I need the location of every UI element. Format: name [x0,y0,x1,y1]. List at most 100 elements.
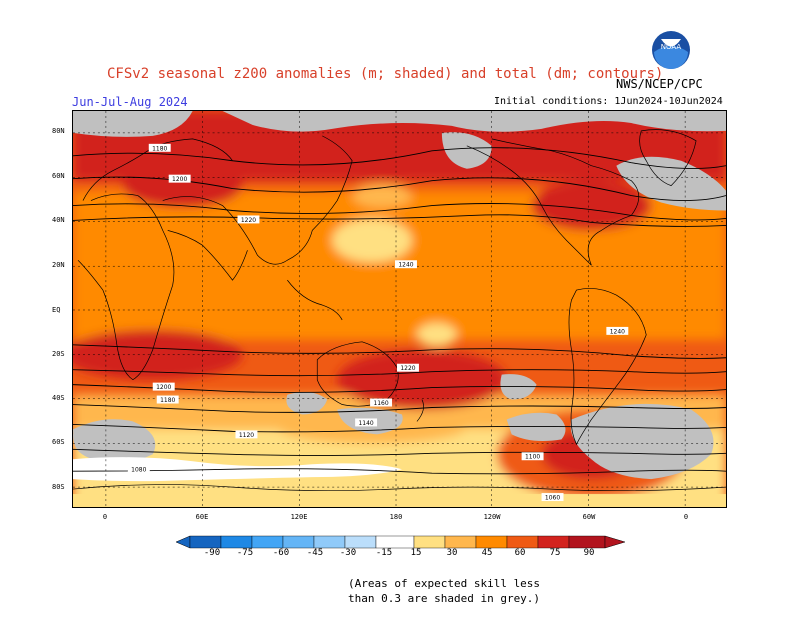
legend-box [251,535,284,549]
lat-label-40s: 40S [52,394,65,402]
contour-label: 1180 [160,397,175,404]
contour-label: 1120 [239,432,254,439]
shade-south-pacific-yellow [416,322,457,347]
lon-label-120w: 120W [483,513,501,521]
contour-label: 1180 [152,145,167,152]
legend-box [282,535,315,549]
legend-box [220,535,253,549]
grey-greenland [616,156,726,211]
lat-label-20s: 20S [52,350,65,358]
grey-arctic-west [73,111,193,137]
coast-south-america [568,288,647,446]
contour-north-1 [73,147,726,170]
legend-arrow-right [604,535,626,549]
lon-label-0: 0 [102,513,108,521]
legend-tick: -75 [236,548,254,558]
legend-box [413,535,446,549]
legend-box [444,535,477,549]
lat-label-60s: 60S [52,438,65,446]
footnote-line-2: than 0.3 are shaded in grey.) [348,592,541,605]
contour-south-3 [73,384,726,393]
lon-label-180: 180 [389,513,403,521]
initial-conditions-label: Initial conditions: 1Jun2024-10Jun2024 [494,96,723,107]
contour-north-4 [73,214,726,227]
contour-south-5 [73,423,726,433]
legend-tick: 75 [549,548,561,558]
low-skill-areas [73,111,726,480]
coast-greenland [639,129,697,187]
contour-label: 1160 [373,400,388,407]
contour-south-7 [73,468,726,475]
legend-tick: 90 [583,548,595,558]
anomaly-map: 1180 1200 1220 1240 1240 1220 1200 1180 … [72,110,727,508]
contour-label: 1100 [525,454,540,461]
legend-box [506,535,539,549]
legend-tick: -45 [306,548,324,558]
coastlines [73,129,726,492]
grey-s-indian [286,392,328,415]
legend-box [344,535,377,549]
legend-box [537,535,570,549]
legend-tick: -30 [339,548,357,558]
lat-label-80n: 80N [52,127,65,135]
grey-antarctic-indian [73,432,115,460]
contour-label: 1060 [545,495,560,502]
coast-new-zealand [416,399,424,422]
legend-box [375,535,415,549]
contour-labels: 1180 1200 1220 1240 1240 1220 1200 1180 … [127,143,629,502]
legend-tick: -90 [203,548,221,558]
agency-label: NWS/NCEP/CPC [616,77,703,91]
contour-north-3 [73,203,726,221]
legend-box [568,535,606,549]
legend-box [313,535,346,549]
legend-tick: -15 [375,548,393,558]
season-label: Jun-Jul-Aug 2024 [72,95,188,109]
coast-arabia-india [167,230,248,281]
legend-tick: -60 [272,548,290,558]
shade-europe-high [122,163,243,208]
footnote-line-1: (Areas of expected skill less [348,577,541,590]
coast-australia [316,341,399,407]
legend-box [475,535,508,549]
lon-label-60e: 60E [195,513,209,521]
contour-label: 1240 [610,328,625,335]
contour-label: 1200 [156,384,171,391]
contour-label: 1220 [241,217,256,224]
map-title: CFSv2 seasonal z200 anomalies (m; shaded… [107,66,664,82]
grey-antarctic-atlantic [570,403,714,480]
lat-label-20n: 20N [52,261,65,269]
coast-africa [77,193,175,381]
contour-south-4 [73,404,726,413]
color-legend [176,535,626,549]
coast-antarctica [73,484,726,492]
contour-label: 1140 [358,420,373,427]
shade-n-pacific-yellow [352,183,412,208]
shade-south-edge [73,494,726,507]
lat-label-eq: EQ [52,306,61,314]
lat-label-40n: 40N [52,216,65,224]
shade-sw-pacific-high [337,349,507,410]
contour-south-1 [73,344,726,359]
contour-label: 1220 [400,365,415,372]
legend-tick: 15 [410,548,422,558]
lon-label-120e: 120E [290,513,308,521]
contour-label: 1200 [172,176,187,183]
contour-label: 1240 [398,262,413,269]
contour-south-2 [73,369,726,377]
contour-south-6 [73,448,726,456]
height-contours [73,147,726,475]
legend-arrow-left [176,535,191,549]
shade-s-indian-high [73,329,243,380]
contour-label: 1080 [131,467,146,474]
grey-south-america-south [506,412,566,441]
lat-label-60n: 60N [52,172,65,180]
legend-tick: 30 [446,548,458,558]
shade-pacific-yellow [332,218,412,263]
grey-n-pacific [441,132,492,169]
coast-asia [162,135,353,265]
grey-arctic-east [222,111,726,132]
lon-label-60w: 60W [582,513,596,521]
lat-label-80s: 80S [52,483,65,491]
coast-north-america [466,138,640,266]
